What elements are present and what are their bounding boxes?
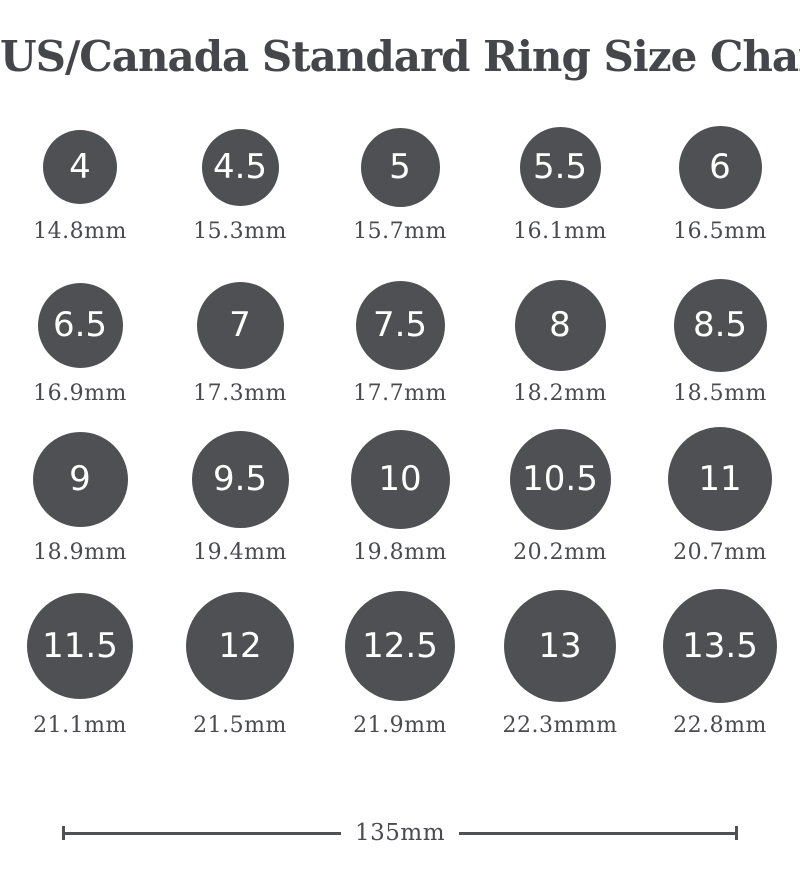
chart-row: 6.5 16.9mm 7 17.3mm 7.5 17.7mm 8 18.2mm … <box>0 277 800 407</box>
ring-circle: 13.5 <box>663 589 777 703</box>
ring-size-number: 13.5 <box>682 626 758 666</box>
ring-size-number: 10 <box>378 459 422 499</box>
ring-size-number: 9 <box>69 459 91 499</box>
ruler-left-line <box>65 831 341 835</box>
ring-size-cell: 6.5 16.9mm <box>0 277 160 407</box>
ring-size-cell: 7.5 17.7mm <box>320 277 480 407</box>
ring-size-cell: 13 22.3mmm <box>480 587 640 739</box>
ring-circle: 12.5 <box>345 591 455 701</box>
ring-circle: 10 <box>350 429 450 529</box>
ring-size-number: 12 <box>218 626 262 666</box>
ring-size-cell: 8.5 18.5mm <box>640 277 800 407</box>
ring-size-number: 6.5 <box>52 305 108 345</box>
ruler-right-tick <box>735 826 738 840</box>
page-title: US/Canada Standard Ring Size Chart <box>0 32 800 81</box>
ring-diameter-label: 22.8mm <box>673 713 767 738</box>
ring-diameter-label: 19.4mm <box>193 540 287 565</box>
ring-size-number: 8.5 <box>692 305 748 345</box>
ring-diameter-label: 18.9mm <box>33 540 127 565</box>
ring-size-number: 11.5 <box>42 626 118 666</box>
ring-size-cell: 8 18.2mm <box>480 277 640 407</box>
ring-circle: 11 <box>668 427 772 531</box>
ring-size-number: 10.5 <box>522 459 598 499</box>
ring-size-cell: 7 17.3mm <box>160 277 320 407</box>
ring-diameter-label: 17.3mm <box>193 381 287 406</box>
ring-size-chart: US/Canada Standard Ring Size Chart 4 14.… <box>0 32 800 889</box>
ring-diameter-label: 20.7mm <box>673 540 767 565</box>
chart-row: 9 18.9mm 9.5 19.4mm 10 19.8mm 10.5 20.2m… <box>0 426 800 566</box>
ring-size-number: 4 <box>69 147 91 187</box>
ring-circle: 6 <box>678 125 762 209</box>
ring-size-number: 13 <box>538 626 582 666</box>
ring-diameter-label: 15.3mm <box>193 219 287 244</box>
ring-size-cell: 4.5 15.3mm <box>160 123 320 245</box>
ring-diameter-label: 14.8mm <box>33 219 127 244</box>
ring-diameter-label: 17.7mm <box>353 381 447 406</box>
ring-size-cell: 11 20.7mm <box>640 426 800 566</box>
ruler-right-line <box>459 831 735 835</box>
ring-size-cell: 9.5 19.4mm <box>160 426 320 566</box>
ring-size-cell: 10.5 20.2mm <box>480 426 640 566</box>
ring-circle: 11.5 <box>27 593 133 699</box>
ring-size-number: 8 <box>549 305 571 345</box>
ring-diameter-label: 21.5mm <box>193 713 287 738</box>
ring-size-number: 4.5 <box>212 147 268 187</box>
ring-circle: 7.5 <box>355 280 445 370</box>
ring-size-number: 12.5 <box>362 626 438 666</box>
ring-circle: 8 <box>514 279 606 371</box>
ring-circle: 9 <box>32 431 128 527</box>
ring-circle: 10.5 <box>509 428 611 530</box>
ring-size-cell: 5.5 16.1mm <box>480 123 640 245</box>
ruler-left-tick <box>62 826 65 840</box>
ring-circle: 7 <box>196 281 284 369</box>
ring-circle: 13 <box>504 590 616 702</box>
ring-size-cell: 5 15.7mm <box>320 123 480 245</box>
scale-ruler: 135mm <box>62 820 738 846</box>
ring-size-number: 6 <box>709 147 731 187</box>
ring-size-cell: 9 18.9mm <box>0 426 160 566</box>
ring-circle: 4 <box>43 130 117 204</box>
ring-size-grid: 4 14.8mm 4.5 15.3mm 5 15.7mm 5.5 16.1mm … <box>0 123 800 739</box>
ring-circle: 4.5 <box>201 128 279 206</box>
ring-diameter-label: 16.5mm <box>673 219 767 244</box>
ring-size-cell: 11.5 21.1mm <box>0 587 160 739</box>
ring-size-number: 5 <box>389 147 411 187</box>
ring-size-cell: 6 16.5mm <box>640 123 800 245</box>
ring-circle: 5.5 <box>519 126 601 208</box>
ring-diameter-label: 21.9mm <box>353 713 447 738</box>
ring-size-number: 7 <box>229 305 251 345</box>
ring-size-cell: 12 21.5mm <box>160 587 320 739</box>
ring-size-number: 7.5 <box>372 305 428 345</box>
ring-diameter-label: 15.7mm <box>353 219 447 244</box>
ring-diameter-label: 20.2mm <box>513 540 607 565</box>
ring-diameter-label: 16.1mm <box>513 219 607 244</box>
ring-circle: 9.5 <box>191 430 289 528</box>
ring-diameter-label: 16.9mm <box>33 381 127 406</box>
ruler-length-label: 135mm <box>354 820 446 846</box>
chart-row: 11.5 21.1mm 12 21.5mm 12.5 21.9mm 13 22.… <box>0 587 800 739</box>
ring-circle: 12 <box>186 592 294 700</box>
ring-size-number: 9.5 <box>212 459 268 499</box>
ring-diameter-label: 21.1mm <box>33 713 127 738</box>
ring-size-number: 5.5 <box>532 147 588 187</box>
ring-diameter-label: 19.8mm <box>353 540 447 565</box>
ring-diameter-label: 18.5mm <box>673 381 767 406</box>
ring-diameter-label: 22.3mmm <box>502 713 618 738</box>
ring-size-number: 11 <box>698 459 742 499</box>
ring-size-cell: 13.5 22.8mm <box>640 587 800 739</box>
ring-circle: 5 <box>360 127 440 207</box>
chart-row: 4 14.8mm 4.5 15.3mm 5 15.7mm 5.5 16.1mm … <box>0 123 800 245</box>
ring-circle: 8.5 <box>673 278 767 372</box>
ring-size-cell: 10 19.8mm <box>320 426 480 566</box>
ring-size-cell: 12.5 21.9mm <box>320 587 480 739</box>
ring-circle: 6.5 <box>37 282 123 368</box>
ring-size-cell: 4 14.8mm <box>0 123 160 245</box>
ring-diameter-label: 18.2mm <box>513 381 607 406</box>
